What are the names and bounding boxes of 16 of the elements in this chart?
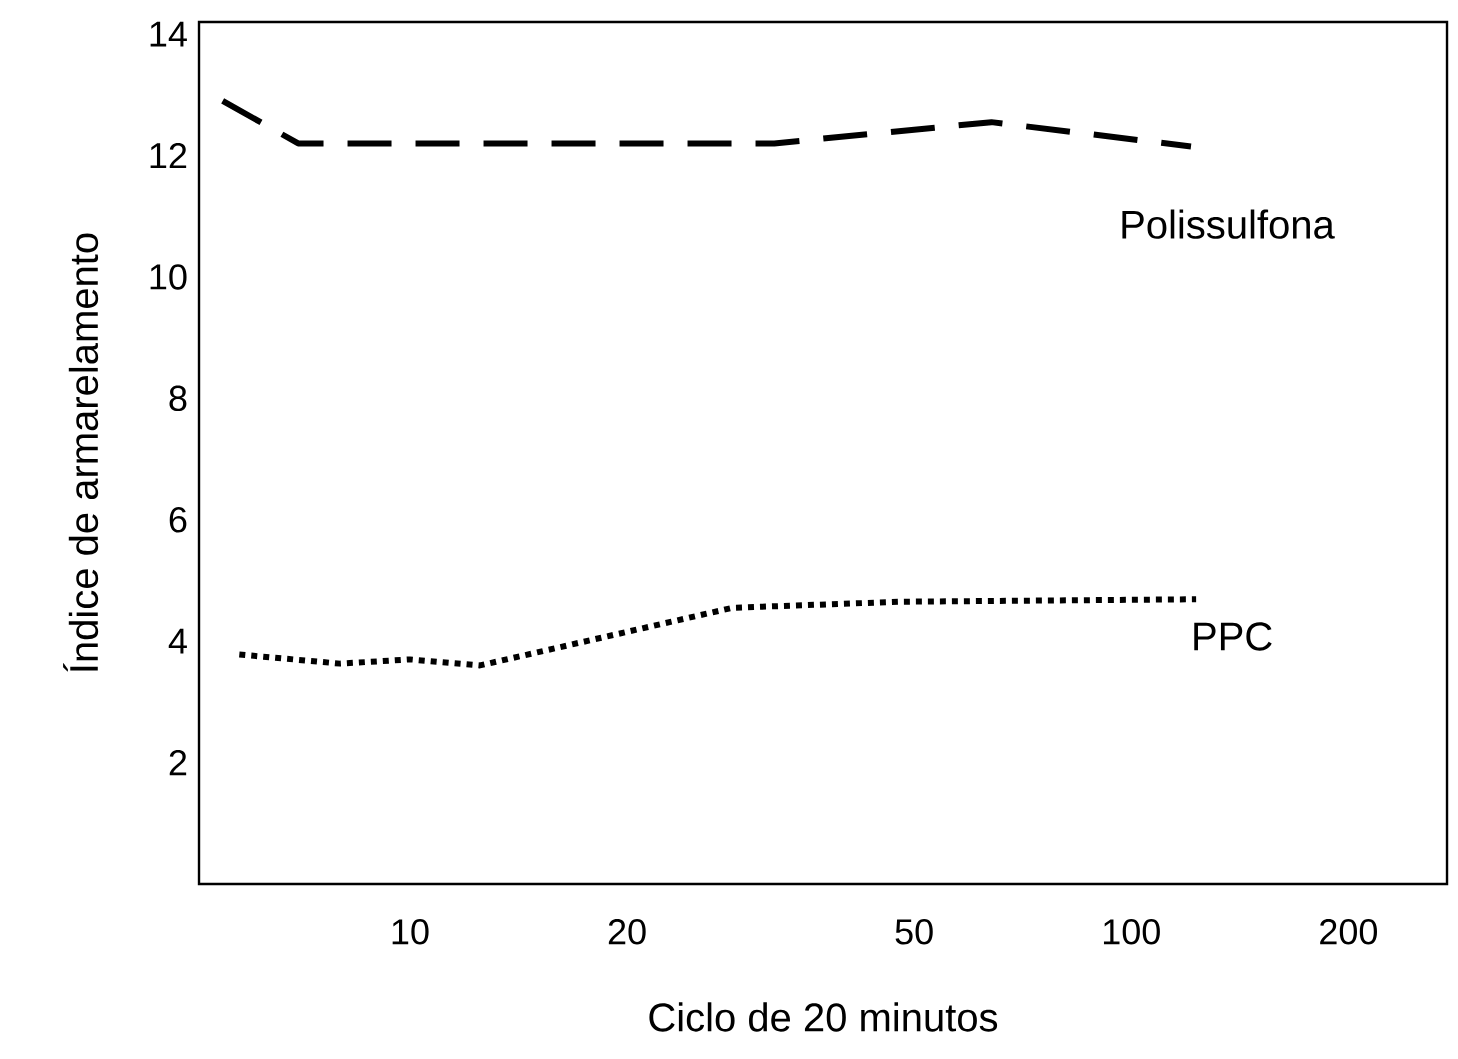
y-tick-label: 10: [150, 264, 187, 290]
x-tick-label: 200: [1320, 919, 1378, 945]
x-tick-label: 10: [392, 919, 429, 945]
x-axis-title: Ciclo de 20 minutos: [649, 1002, 998, 1032]
y-tick-label: 6: [169, 507, 187, 533]
series-label: Polissulfona: [1122, 209, 1335, 239]
y-tick-label: 2: [169, 749, 187, 776]
y-tick-label: 14: [150, 21, 187, 47]
series-label: PPC: [1194, 622, 1272, 651]
y-tick-label: 8: [169, 385, 187, 412]
y-tick-label: 12: [150, 142, 187, 169]
y-axis-title: Índice de armarelamento: [63, 233, 99, 672]
x-tick-label: 50: [895, 919, 933, 945]
x-tick-label: 100: [1103, 919, 1160, 945]
x-tick-label: 20: [608, 919, 646, 945]
y-tick-label: 4: [168, 628, 187, 654]
